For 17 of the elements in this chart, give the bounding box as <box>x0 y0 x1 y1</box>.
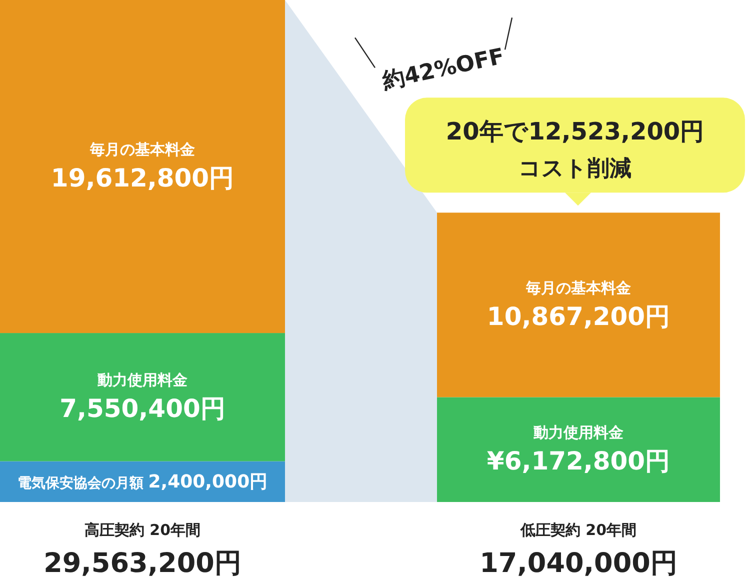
text: 動力使用料金 <box>98 371 188 390</box>
x-tick-label: 高圧契約 20年間 <box>84 521 201 539</box>
series-label: 毎月の基本料金 <box>525 278 631 297</box>
total-label: 29,563,200円 <box>44 548 242 579</box>
data-label: 7,550,400円 <box>60 394 226 424</box>
annotation: 20年で12,523,200円 <box>446 118 704 146</box>
series-label: 動力使用料金 <box>532 424 624 442</box>
data-label: 2,400,000円 <box>148 472 268 493</box>
text: 毎月の基本料金 <box>90 140 195 159</box>
data-label: 10,867,200円 <box>486 302 670 331</box>
x-tick-label: 低圧契約 20年間 <box>519 521 637 539</box>
annotation: 約42%OFF <box>380 44 507 95</box>
total-label: 17,040,000円 <box>480 548 678 579</box>
series-label: 電気保安協会の月額 <box>17 474 148 492</box>
data-label: ¥6,172,800円 <box>486 446 670 476</box>
data-label: 19,612,800円 <box>50 164 234 193</box>
annotation: コスト削減 <box>518 156 632 182</box>
